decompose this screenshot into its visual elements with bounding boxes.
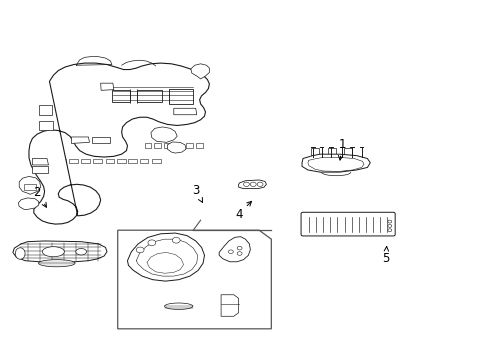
Polygon shape — [127, 233, 204, 281]
Polygon shape — [32, 158, 48, 165]
Text: 3: 3 — [192, 184, 202, 202]
Bar — [144, 143, 151, 148]
Bar — [154, 143, 161, 148]
Polygon shape — [137, 90, 161, 102]
Ellipse shape — [39, 260, 75, 267]
Bar — [140, 159, 148, 163]
Ellipse shape — [15, 248, 25, 259]
Circle shape — [243, 182, 249, 186]
Polygon shape — [32, 166, 48, 173]
Polygon shape — [29, 63, 209, 224]
Bar — [173, 143, 180, 148]
Bar — [152, 159, 160, 163]
Bar — [343, 148, 351, 155]
Polygon shape — [92, 137, 110, 143]
Bar — [117, 159, 125, 163]
Polygon shape — [13, 241, 107, 262]
Polygon shape — [238, 180, 266, 189]
Text: 2: 2 — [34, 186, 46, 207]
Polygon shape — [221, 295, 238, 316]
Bar — [311, 148, 319, 155]
Polygon shape — [173, 108, 196, 115]
Circle shape — [172, 237, 180, 243]
Polygon shape — [168, 89, 193, 104]
Bar — [195, 143, 202, 148]
Circle shape — [136, 247, 144, 253]
Bar — [93, 159, 102, 163]
Bar — [105, 159, 114, 163]
Text: 4: 4 — [234, 201, 251, 221]
Bar — [57, 159, 65, 163]
Circle shape — [228, 250, 233, 253]
Ellipse shape — [164, 303, 192, 310]
Polygon shape — [190, 64, 209, 79]
Circle shape — [237, 246, 242, 250]
Ellipse shape — [76, 248, 86, 255]
Circle shape — [387, 220, 391, 223]
Bar — [185, 143, 192, 148]
Polygon shape — [302, 154, 369, 172]
Text: 1: 1 — [338, 138, 345, 160]
Circle shape — [387, 225, 391, 227]
Polygon shape — [39, 105, 52, 116]
Bar — [163, 143, 170, 148]
Circle shape — [148, 240, 156, 246]
Circle shape — [250, 182, 256, 186]
Bar — [69, 159, 78, 163]
Polygon shape — [24, 184, 36, 190]
Polygon shape — [151, 127, 177, 142]
Ellipse shape — [42, 247, 64, 257]
Polygon shape — [39, 121, 53, 130]
Circle shape — [387, 229, 391, 231]
Polygon shape — [18, 198, 39, 210]
Circle shape — [237, 252, 242, 255]
Bar — [81, 159, 90, 163]
Polygon shape — [118, 230, 271, 329]
Bar — [128, 159, 137, 163]
Text: 5: 5 — [382, 247, 389, 265]
Polygon shape — [101, 83, 114, 90]
Polygon shape — [19, 176, 41, 194]
Bar — [44, 159, 53, 163]
Polygon shape — [71, 137, 89, 143]
Bar — [328, 148, 335, 155]
Polygon shape — [112, 90, 130, 102]
Polygon shape — [219, 237, 250, 262]
Circle shape — [257, 182, 263, 186]
Polygon shape — [167, 142, 185, 153]
FancyBboxPatch shape — [301, 212, 394, 236]
